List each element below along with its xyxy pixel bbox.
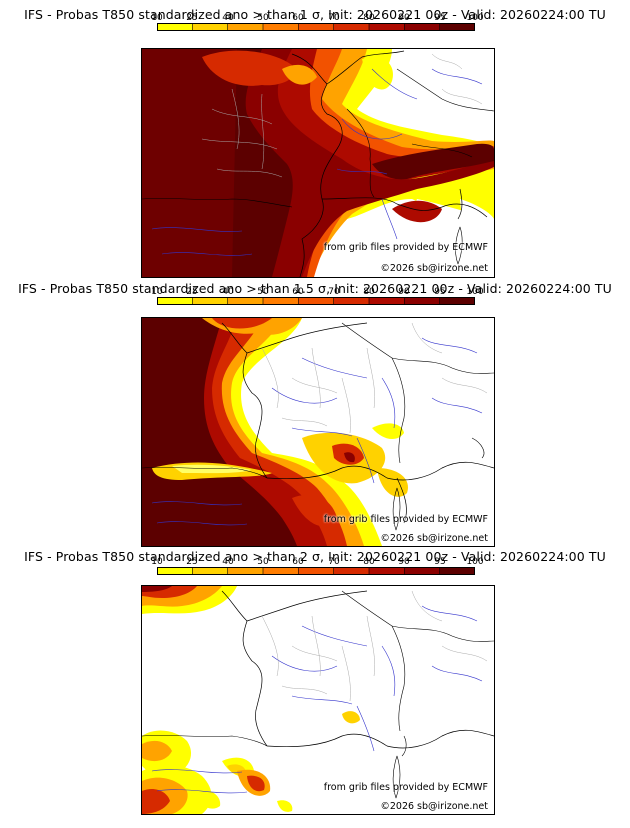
probability-shading [142,49,494,277]
colorbar-cell [404,23,440,31]
colorbar-cell [157,297,193,305]
colorbar-tick: 10 [151,557,163,567]
colorbar-tick: 70 [328,13,340,23]
map-overlays [142,50,494,277]
colorbar [157,297,475,305]
colorbar-cell [333,297,370,305]
panel-title: IFS - Probas T850 standardized ano > tha… [24,549,606,564]
colorbar-cell [192,23,228,31]
colorbar-cell [369,23,405,31]
colorbar-cell [298,297,334,305]
panel-title: IFS - Probas T850 standardized ano > tha… [18,281,612,296]
colorbar-tick: 90 [398,13,410,23]
colorbar-tick: 100 [466,287,484,297]
colorbar-cell [263,297,299,305]
colorbar-cell [157,23,193,31]
colorbar-tick: 60 [292,557,304,567]
colorbar-cell [333,23,370,31]
colorbar-tick: 25 [186,557,198,567]
colorbar-tick: 60 [292,13,304,23]
colorbar-tick: 40 [222,13,234,23]
colorbar-cell [404,567,440,575]
colorbar-cell [369,297,405,305]
colorbar-tick: 40 [222,557,234,567]
colorbar-tick: 90 [398,287,410,297]
probability-shading [142,586,494,814]
probability-map: from grib files provided by ECMWF ©2026 … [141,585,495,815]
panel-title: IFS - Probas T850 standardized ano > tha… [24,7,606,22]
map-panel-1sigma: IFS - Probas T850 standardized ano > tha… [0,0,630,278]
colorbar-tick: 50 [257,13,269,23]
colorbar-cell [369,567,405,575]
colorbar-tick: 80 [363,557,375,567]
colorbar-cell [227,23,264,31]
colorbar-labels: 10 25 40 50 60 70 80 90 95 100 [151,557,483,567]
colorbar-cell [404,297,440,305]
colorbar-cell [263,567,299,575]
colorbar-cell [298,567,334,575]
ecmwf-credit: from grib files provided by ECMWF [323,782,488,793]
colorbar-labels: 10 25 40 50 60 70 80 90 95 100 [151,13,483,23]
probability-map: from grib files provided by ECMWF ©2026 … [141,317,495,547]
map-panel-1-5sigma: IFS - Probas T850 standardized ano > tha… [0,276,630,552]
probability-shading [142,318,494,546]
colorbar-tick: 70 [328,557,340,567]
colorbar-cell [192,297,228,305]
colorbar-cell [439,23,475,31]
colorbar-tick: 95 [434,13,446,23]
colorbar-cell [263,23,299,31]
colorbar-tick: 90 [398,557,410,567]
map-panel-2sigma: IFS - Probas T850 standardized ano > tha… [0,544,630,820]
map-overlays [142,322,494,531]
colorbar [157,567,475,575]
colorbar-tick: 10 [151,287,163,297]
colorbar-tick: 100 [466,557,484,567]
colorbar-cell [333,567,370,575]
colorbar-tick: 60 [292,287,304,297]
colorbar-tick: 50 [257,557,269,567]
colorbar-tick: 95 [434,287,446,297]
map-overlays [142,590,494,799]
colorbar-tick: 100 [466,13,484,23]
ecmwf-credit: from grib files provided by ECMWF [323,242,488,253]
copyright: ©2026 sb@irizone.net [380,533,488,544]
colorbar-cell [439,567,475,575]
colorbar-tick: 25 [186,287,198,297]
colorbar-tick: 10 [151,13,163,23]
colorbar-tick: 95 [434,557,446,567]
colorbar-tick: 80 [363,287,375,297]
probability-map: from grib files provided by ECMWF ©2026 … [141,48,495,278]
colorbar-cell [227,567,264,575]
ecmwf-credit: from grib files provided by ECMWF [323,514,488,525]
colorbar-labels: 10 25 40 50 60 70 80 90 95 100 [151,287,483,297]
colorbar-cell [157,567,193,575]
colorbar-cell [439,297,475,305]
colorbar-cell [298,23,334,31]
colorbar-tick: 80 [363,13,375,23]
colorbar-tick: 70 [328,287,340,297]
copyright: ©2026 sb@irizone.net [380,263,488,274]
copyright: ©2026 sb@irizone.net [380,801,488,812]
colorbar-tick: 25 [186,13,198,23]
colorbar-tick: 50 [257,287,269,297]
colorbar-cell [227,297,264,305]
colorbar [157,23,475,31]
colorbar-cell [192,567,228,575]
colorbar-tick: 40 [222,287,234,297]
